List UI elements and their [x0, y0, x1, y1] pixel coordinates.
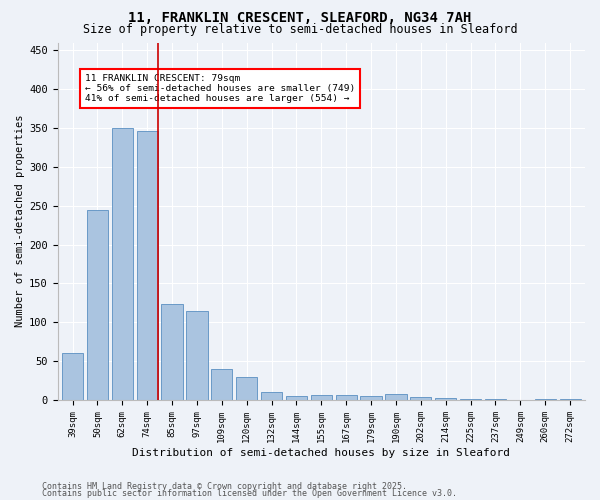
Bar	[460, 399, 481, 400]
Bar	[236, 376, 257, 400]
Bar	[62, 352, 83, 400]
Bar	[261, 392, 282, 400]
Text: Contains public sector information licensed under the Open Government Licence v3: Contains public sector information licen…	[42, 490, 457, 498]
Bar	[211, 369, 232, 400]
Bar	[560, 399, 581, 400]
Bar	[535, 399, 556, 400]
Text: Size of property relative to semi-detached houses in Sleaford: Size of property relative to semi-detach…	[83, 22, 517, 36]
Bar	[137, 131, 158, 400]
Text: 11 FRANKLIN CRESCENT: 79sqm
← 56% of semi-detached houses are smaller (749)
41% : 11 FRANKLIN CRESCENT: 79sqm ← 56% of sem…	[85, 74, 355, 104]
Text: Contains HM Land Registry data © Crown copyright and database right 2025.: Contains HM Land Registry data © Crown c…	[42, 482, 407, 491]
Bar	[112, 128, 133, 400]
Bar	[410, 397, 431, 400]
Bar	[435, 398, 456, 400]
Bar	[161, 304, 182, 400]
Bar	[385, 394, 407, 400]
Bar	[311, 394, 332, 400]
Bar	[361, 396, 382, 400]
Bar	[335, 394, 357, 400]
Bar	[87, 210, 108, 400]
Text: 11, FRANKLIN CRESCENT, SLEAFORD, NG34 7AH: 11, FRANKLIN CRESCENT, SLEAFORD, NG34 7A…	[128, 11, 472, 25]
Bar	[187, 310, 208, 400]
Y-axis label: Number of semi-detached properties: Number of semi-detached properties	[15, 115, 25, 328]
Bar	[286, 396, 307, 400]
Bar	[485, 399, 506, 400]
X-axis label: Distribution of semi-detached houses by size in Sleaford: Distribution of semi-detached houses by …	[133, 448, 511, 458]
